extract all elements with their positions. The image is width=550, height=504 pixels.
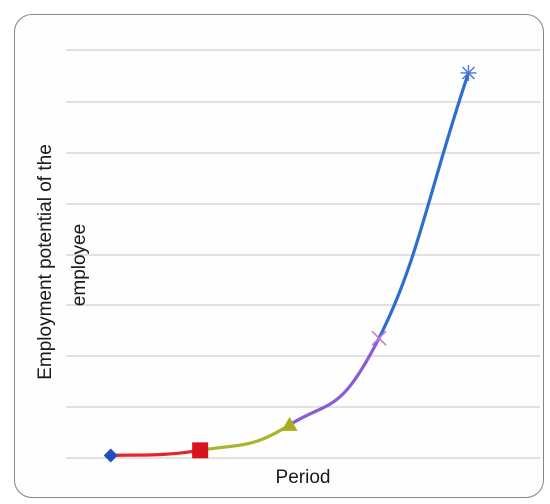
- series-curve: [109, 71, 471, 458]
- series-markers: [103, 64, 477, 463]
- curve-segment-3: [287, 336, 381, 427]
- y-axis-label: Employment potential of the employee: [35, 144, 90, 380]
- grid: [66, 49, 540, 459]
- data-point-3: [281, 416, 298, 431]
- y-axis-label-line-1: Employment potential of the: [35, 144, 56, 380]
- data-point-2: [192, 442, 209, 459]
- data-point-4: [371, 330, 387, 346]
- data-point-1: [103, 448, 118, 463]
- curve-segment-4: [377, 71, 471, 340]
- chart-frame: [14, 14, 544, 498]
- curve-segment-1: [109, 448, 202, 458]
- y-axis-label-line-2: employee: [69, 224, 90, 306]
- data-point-5: [460, 64, 477, 81]
- x-axis-label: Period: [276, 467, 331, 488]
- curve-segment-2: [198, 423, 292, 452]
